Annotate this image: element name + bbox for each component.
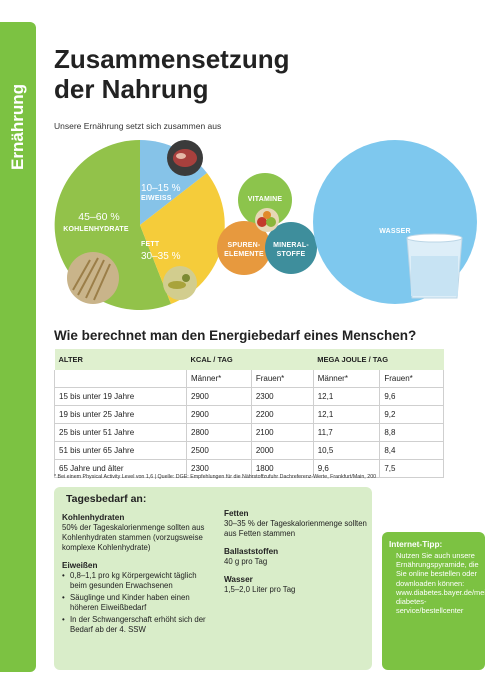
energy-table: ALTER KCAL / TAG MEGA JOULE / TAG Männer… [54, 349, 444, 478]
mineralstoffe-line-1: MINERAL- [273, 242, 309, 249]
subheader-kcal-men: Männer* [186, 370, 252, 388]
table-header-row: ALTER KCAL / TAG MEGA JOULE / TAG [54, 349, 444, 370]
cell-mj-men: 10,5 [312, 441, 381, 460]
fiber-text: 40 g pro Tag [224, 557, 268, 566]
cell-kcal-women: 1800 [250, 459, 314, 478]
carbs-percent: 45–60 % [78, 211, 120, 223]
protein-block: Eiweißen 0,8–1,1 pro kg Körpergewicht tä… [62, 561, 212, 635]
water-text: 1,5–2,0 Liter pro Tag [224, 585, 296, 594]
cell-mj-men: 9,6 [312, 459, 381, 478]
cell-kcal-women: 2200 [250, 405, 314, 424]
cell-mj-men: 11,7 [312, 423, 381, 442]
spurenelemente-line-1: SPUREN- [227, 242, 261, 249]
cell-mj-women: 9,2 [379, 405, 444, 424]
wasser-label: WASSER [379, 228, 411, 235]
title-line-1: Zusammensetzung [54, 44, 290, 74]
cell-mj-women: 8,4 [379, 441, 444, 460]
cell-age: 15 bis unter 19 Jahre [54, 387, 187, 406]
header-kcal: KCAL / TAG [186, 349, 314, 370]
carbs-title: Kohlenhydraten [62, 513, 125, 522]
fat-label: FETT [141, 241, 160, 248]
subheader-mj-men: Männer* [312, 370, 381, 388]
vitamine-label: VITAMINE [247, 196, 283, 203]
list-item: Säuglinge und Kinder haben einen höheren… [62, 593, 212, 613]
carbs-text: 50% der Tageskalorienmenge sollten aus K… [62, 523, 205, 552]
table-row: 15 bis unter 19 Jahre 2900 2300 12,1 9,6 [54, 387, 444, 406]
fruit-icon [255, 208, 279, 232]
internet-tip-box: Internet-Tipp: Nutzen Sie auch unsere Er… [382, 532, 493, 670]
cell-age: 19 bis unter 25 Jahre [54, 405, 187, 424]
subheader-mj-women: Frauen* [379, 370, 444, 388]
cell-mj-women: 9,6 [379, 387, 444, 406]
cell-kcal-women: 2300 [250, 387, 314, 406]
mineralstoffe-label: MINERAL- STOFFE [266, 241, 316, 259]
cell-kcal-men: 2500 [186, 441, 252, 460]
water-title: Wasser [224, 575, 253, 584]
list-item: In der Schwangerschaft erhöht sich der B… [62, 615, 212, 635]
table-row: 51 bis unter 65 Jahre 2500 2000 10,5 8,4 [54, 441, 444, 460]
cell-age: 25 bis unter 51 Jahre [54, 423, 187, 442]
table-footnote: * Bei einem Physical Activity Level von … [54, 474, 377, 480]
table-row: 65 Jahre und älter 2300 1800 9,6 7,5 [54, 459, 444, 478]
nutrition-diagram [54, 139, 477, 310]
protein-label: EIWEISS [141, 195, 172, 202]
mineralstoffe-circle [265, 222, 317, 274]
cell-mj-men: 12,1 [312, 387, 381, 406]
carbs-label: KOHLENHYDRATE [63, 226, 129, 233]
cell-age: 51 bis unter 65 Jahre [54, 441, 187, 460]
header-mj: MEGA JOULE / TAG [313, 349, 444, 370]
sidebar-label-wrap: Ernährung [4, 82, 32, 172]
table-subheader-row: Männer* Frauen* Männer* Frauen* [54, 370, 444, 388]
tip-heading: Internet-Tipp: [389, 539, 443, 549]
cell-mj-men: 12,1 [312, 405, 381, 424]
daily-requirement-box: Tagesbedarf an: Kohlenhydraten 50% der T… [54, 487, 372, 670]
sidebar-label: Ernährung [8, 84, 28, 170]
table-row: 25 bis unter 51 Jahre 2800 2100 11,7 8,8 [54, 423, 444, 442]
intro-text: Unsere Ernährung setzt sich zusammen aus [54, 121, 222, 131]
spurenelemente-label: SPUREN- ELEMENTE [219, 241, 269, 259]
fat-title: Fetten [224, 509, 249, 518]
daily-column-left: Kohlenhydraten 50% der Tageskalorienmeng… [62, 513, 212, 643]
cell-kcal-men: 2900 [186, 387, 252, 406]
meat-icon [167, 140, 203, 176]
header-age: ALTER [54, 349, 187, 370]
cell-kcal-women: 2100 [250, 423, 314, 442]
subheader-empty [54, 370, 187, 388]
fat-text: 30–35 % der Tageskalorienmenge sollten a… [224, 519, 367, 538]
cell-mj-women: 8,8 [379, 423, 444, 442]
protein-title: Eiweißen [62, 561, 98, 570]
title-line-2: der Nahrung [54, 74, 209, 104]
cell-kcal-men: 2900 [186, 405, 252, 424]
subheader-kcal-women: Frauen* [250, 370, 314, 388]
cell-kcal-women: 2000 [250, 441, 314, 460]
fat-block: Fetten 30–35 % der Tageskalorienmenge so… [224, 509, 369, 539]
vitamine-circle [238, 173, 292, 227]
spurenelemente-line-2: ELEMENTE [224, 251, 264, 258]
grain-icon [67, 252, 119, 304]
olive-oil-icon [163, 266, 197, 300]
sidebar-tab: Ernährung [0, 22, 36, 672]
daily-column-right: Fetten 30–35 % der Tageskalorienmenge so… [224, 509, 369, 603]
water-glass-icon [406, 233, 463, 299]
table-row: 19 bis unter 25 Jahre 2900 2200 12,1 9,2 [54, 405, 444, 424]
fiber-title: Ballaststoffen [224, 547, 279, 556]
page-title: Zusammensetzung der Nahrung [54, 44, 290, 104]
mineralstoffe-line-2: STOFFE [276, 251, 306, 258]
fat-slice [140, 173, 225, 304]
cell-age: 65 Jahre und älter [54, 459, 187, 478]
daily-heading: Tagesbedarf an: [66, 493, 147, 505]
fiber-block: Ballaststoffen 40 g pro Tag [224, 547, 369, 567]
tip-body: Nutzen Sie auch unsere Ernährungspyramid… [396, 551, 493, 616]
list-item: 0,8–1,1 pro kg Körpergewicht täglich bei… [62, 571, 212, 591]
carbs-block: Kohlenhydraten 50% der Tageskalorienmeng… [62, 513, 212, 553]
fat-percent: 30–35 % [141, 251, 181, 262]
protein-list: 0,8–1,1 pro kg Körpergewicht täglich bei… [62, 571, 212, 635]
protein-percent: 10–15 % [141, 183, 181, 194]
cell-mj-women: 7,5 [379, 459, 444, 478]
spurenelemente-circle [217, 221, 271, 275]
energy-section-title: Wie berechnet man den Energiebedarf eine… [54, 328, 417, 343]
water-block: Wasser 1,5–2,0 Liter pro Tag [224, 575, 369, 595]
cell-kcal-men: 2800 [186, 423, 252, 442]
